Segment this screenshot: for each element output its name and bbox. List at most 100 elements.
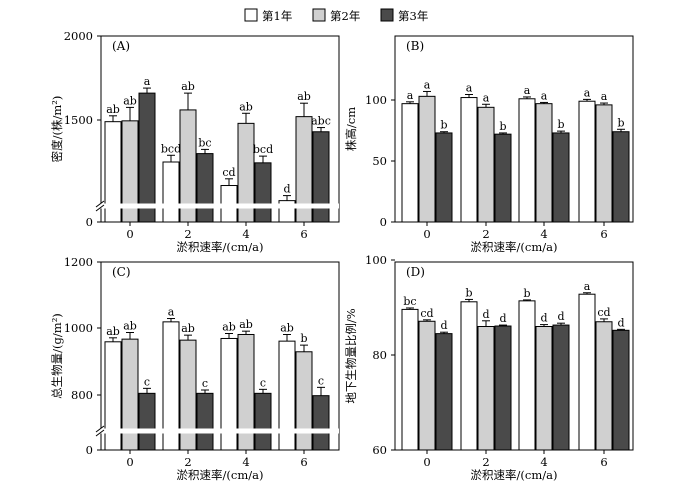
panel-3-sig-letter-s3-c4: c (318, 374, 324, 387)
panel-4-bar-s1-c2 (460, 301, 478, 451)
panel-2-sig-letter-s1-c3: a (524, 84, 531, 97)
panel-3-xlabel: 淤积速率/(cm/a) (177, 468, 264, 482)
panel-4-frame (394, 261, 634, 451)
panel-1-bar-s3-c1 (138, 92, 156, 223)
panel-3-bar-s3-c4 (312, 395, 330, 451)
panel-1-ytick-label-2: 2000 (64, 29, 93, 43)
panel-2-bar-s2-c4 (595, 104, 613, 223)
panel-3-sig-letter-s2-c4: b (300, 332, 307, 345)
panel-2-bar-s1-c2 (460, 97, 478, 223)
panel-4-bar-s1-c1 (401, 308, 419, 451)
panel-4-bar-s1-c4 (578, 293, 596, 451)
panel-4-sig-letter-s2-c2: d (482, 308, 489, 321)
panel-3-xtick-label-3: 6 (300, 455, 307, 469)
panel-3-xtick-label-1: 2 (184, 455, 191, 469)
panel-1-ytick-label-0: 0 (86, 215, 93, 229)
panel-1: (A) 0 1500 2000 0 2 4 6 淤积速率/(cm/a) 密度/(株/m²) ab bc… (50, 29, 340, 254)
panel-1-ytick-label-1: 1500 (64, 113, 93, 127)
panel-3-bar-s1-c4 (278, 340, 296, 451)
panel-3-xtick-label-0: 0 (126, 455, 133, 469)
panel-3-sig-letter-s3-c3: c (260, 376, 266, 389)
panel-1-xtick-label-1: 2 (184, 227, 191, 241)
panel-3-sig-letter-s1-c2: a (168, 306, 175, 319)
panel-2-bar-s1-c1 (401, 103, 419, 223)
panel-4-xtick-label-2: 4 (540, 455, 547, 469)
panel-4-ytick-label-2: 100 (365, 253, 387, 267)
panel-4-bar-s3-c3 (552, 324, 570, 451)
panel-4-xtick-label-0: 0 (423, 455, 430, 469)
legend: 第1年 第2年 第3年 (244, 8, 428, 23)
panel-1-sig-letter-s2-c1: ab (123, 94, 137, 107)
panel-4-sig-letter-s3-c2: d (499, 312, 506, 325)
panel-2-sig-letter-s1-c1: a (407, 89, 414, 102)
panel-2-bar-s3-c2 (494, 133, 512, 223)
panel-4-label: (D) (406, 265, 425, 279)
panel-2-sig-letter-s1-c2: a (466, 82, 473, 95)
panel-2-bar-s1-c3 (518, 98, 536, 223)
legend-label-1: 第1年 (262, 9, 292, 23)
panel-3-bar-s3-c1 (138, 392, 156, 451)
panel-3-ytick-label-3: 1200 (64, 255, 93, 269)
panel-3-bar-s2-c4 (295, 351, 313, 451)
panel-4-bar-s3-c4 (612, 329, 630, 451)
panel-3-sig-letter-s1-c4: ab (280, 321, 294, 334)
panel-1-xtick-label-3: 6 (300, 227, 307, 241)
panel-1-sig-letter-s3-c1: a (144, 75, 151, 88)
panel-4-sig-letter-s1-c1: bc (403, 295, 416, 308)
panel-2-sig-letter-s1-c4: a (584, 86, 591, 99)
panel-4-sig-letter-s2-c4: cd (597, 306, 610, 319)
panel-4-sig-letter-s3-c3: d (557, 310, 564, 323)
panel-4-bar-s2-c4 (595, 321, 613, 451)
panel-2-label: (B) (406, 39, 424, 53)
panel-4-xlabel: 淤积速率/(cm/a) (471, 468, 558, 482)
panel-2-bar-s3-c4 (612, 131, 630, 223)
panel-1-sig-letter-s2-c4: ab (297, 90, 311, 103)
panel-3-sig-letter-s2-c2: ab (181, 322, 195, 335)
panel-2-bar-s2-c3 (535, 103, 553, 223)
panel-3-sig-letter-s2-c1: ab (123, 319, 137, 332)
panel-4-sig-letter-s3-c1: d (440, 319, 447, 332)
legend-swatch-3 (380, 8, 394, 22)
panel-2-xtick-label-0: 0 (423, 227, 430, 241)
panel-4-sig-letter-s3-c4: d (617, 316, 624, 329)
panel-4-ylabel: 地下生物量比例/% (344, 308, 358, 403)
panel-4-bar-s1-c3 (518, 300, 536, 451)
panel-1-frame (100, 35, 340, 223)
panel-3-sig-letter-s1-c3: ab (222, 320, 236, 333)
panel-3-bar-s3-c2 (196, 392, 214, 451)
panel-2-xtick-label-1: 2 (482, 227, 489, 241)
panel-3: (C) 0 800 1000 1200 0 2 4 6 淤积速率/(cm/a) 总生物量/(g/m²… (50, 255, 340, 482)
panel-3-axis-break-mark-1 (95, 425, 105, 433)
panel-4-ytick-label-1: 80 (372, 348, 387, 362)
panel-4-bar-s2-c3 (535, 326, 553, 451)
panel-2-ylabel: 株高/cm (344, 107, 358, 151)
panel-2-sig-letter-s3-c4: b (617, 116, 624, 129)
panel-4-sig-letter-s2-c1: cd (420, 307, 433, 320)
panel-2-sig-letter-s2-c4: a (601, 90, 608, 103)
panel-1-ylabel: 密度/(株/m²) (50, 96, 64, 163)
panel-4-xtick-label-1: 2 (482, 455, 489, 469)
panel-3-axis-break-mark-2 (95, 429, 105, 437)
panel-2-bar-s3-c1 (435, 132, 453, 223)
panel-1-sig-letter-s1-c3: cd (222, 166, 235, 179)
panel-2-ytick-label-0: 0 (380, 215, 387, 229)
panel-2-sig-letter-s3-c1: b (440, 119, 447, 132)
panel-1-sig-letter-s1-c1: ab (106, 103, 120, 116)
panel-3-xtick-label-2: 4 (242, 455, 249, 469)
panel-4-sig-letter-s1-c4: a (584, 280, 591, 293)
panel-3-bar-s1-c1 (104, 341, 122, 451)
panel-1-sig-letter-s2-c2: ab (181, 80, 195, 93)
panel-2-bar-s2-c1 (418, 95, 436, 223)
panel-4-sig-letter-s2-c3: d (540, 312, 547, 325)
legend-label-2: 第2年 (330, 9, 360, 23)
panel-4-bar-s3-c2 (494, 325, 512, 451)
panel-2-ytick-label-1: 50 (372, 154, 387, 168)
panel-3-sig-letter-s1-c1: ab (106, 325, 120, 338)
panel-1-bar-s1-c2 (162, 161, 180, 223)
panel-2-bar-s2-c2 (477, 106, 495, 223)
panel-2-bar-s3-c3 (552, 132, 570, 223)
panel-2-frame (394, 35, 634, 223)
panel-1-sig-letter-s1-c4: d (283, 183, 290, 196)
